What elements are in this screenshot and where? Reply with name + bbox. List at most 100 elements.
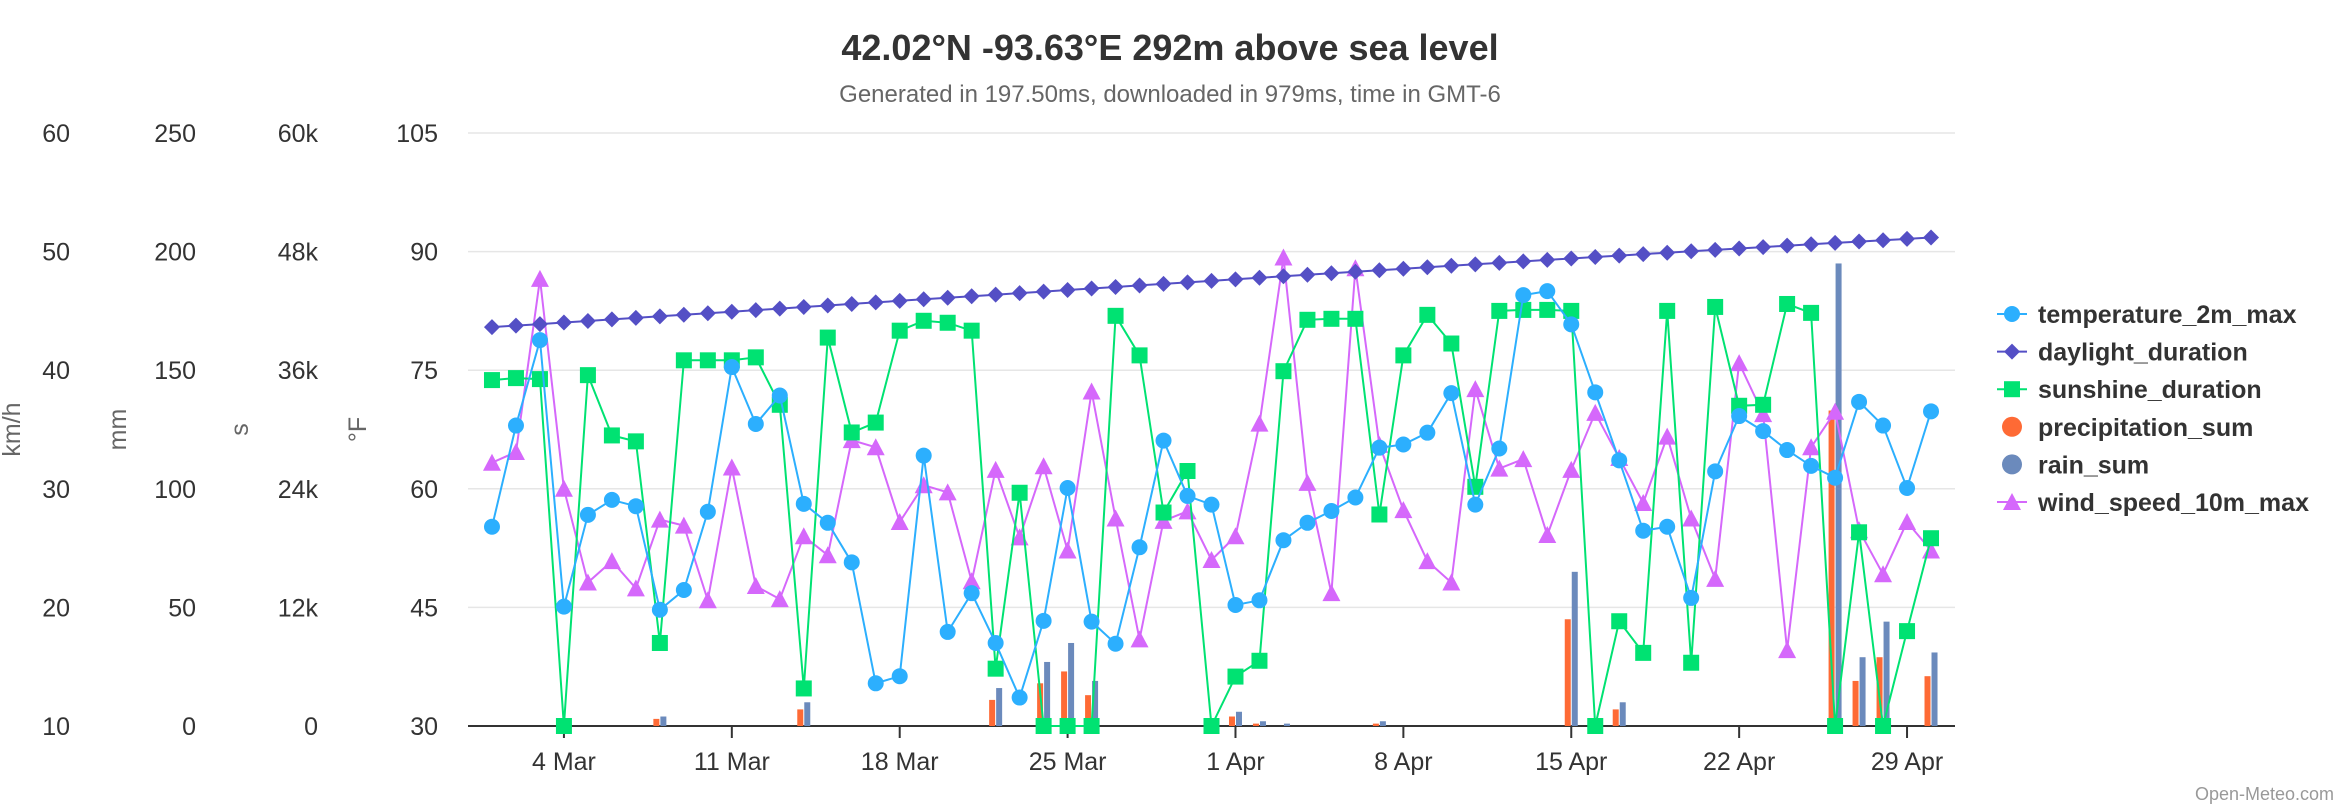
sunshine_duration-point[interactable] (1563, 302, 1580, 319)
wind_speed_10m_max-point[interactable] (602, 552, 621, 570)
temperature_2m_max-point[interactable] (987, 634, 1004, 651)
wind_speed_10m_max-point[interactable] (1178, 502, 1197, 520)
daylight_duration-point[interactable] (819, 297, 836, 314)
sunshine_duration-point[interactable] (699, 352, 716, 369)
temperature_2m_max-point[interactable] (1419, 424, 1436, 441)
temperature_2m_max-point[interactable] (603, 491, 620, 508)
rain_sum-bar[interactable] (1571, 571, 1578, 726)
wind_speed_10m_max-point[interactable] (698, 591, 717, 609)
sunshine_duration-point[interactable] (1203, 718, 1220, 734)
temperature_2m_max-point[interactable] (1827, 469, 1844, 486)
rain_sum-bar[interactable] (1235, 711, 1242, 726)
sunshine_duration-point[interactable] (843, 424, 860, 441)
wind_speed_10m_max-point[interactable] (1586, 403, 1605, 421)
sunshine_duration-point[interactable] (1107, 307, 1124, 324)
sunshine_duration-point[interactable] (891, 322, 908, 339)
sunshine_duration-point[interactable] (1275, 363, 1292, 380)
rain_sum-bar[interactable] (1068, 642, 1075, 726)
wind_speed_10m_max-point[interactable] (746, 577, 765, 595)
sunshine_duration-point[interactable] (1035, 718, 1052, 734)
temperature_2m_max-point[interactable] (1803, 457, 1820, 474)
wind_speed_10m_max-point[interactable] (1322, 584, 1341, 602)
wind_speed_10m_max-point[interactable] (1802, 438, 1821, 456)
sunshine_duration-point[interactable] (1443, 335, 1460, 352)
rain_sum-bar[interactable] (804, 702, 811, 726)
precipitation_sum-bar[interactable] (1612, 709, 1619, 726)
daylight_duration-point[interactable] (507, 317, 524, 334)
temperature_2m_max-point[interactable] (1611, 452, 1628, 469)
legend-item-wind_speed_10m_max[interactable]: wind_speed_10m_max (1997, 489, 2309, 517)
sunshine_duration-point[interactable] (603, 427, 620, 444)
daylight_duration-point[interactable] (1659, 244, 1676, 261)
precipitation_sum-bar[interactable] (1061, 671, 1068, 726)
temperature_2m_max-point[interactable] (1539, 283, 1556, 300)
temperature_2m_max-point[interactable] (747, 415, 764, 432)
sunshine_duration-point[interactable] (555, 718, 572, 734)
sunshine_duration-point[interactable] (1779, 295, 1796, 312)
temperature_2m_max-point[interactable] (1107, 635, 1124, 652)
wind_speed_10m_max-point[interactable] (1466, 380, 1485, 398)
daylight_duration-point[interactable] (1227, 271, 1244, 288)
temperature_2m_max-point[interactable] (795, 495, 812, 512)
precipitation_sum-bar[interactable] (989, 699, 996, 726)
temperature_2m_max-point[interactable] (1467, 496, 1484, 513)
daylight_duration-point[interactable] (1083, 280, 1100, 297)
daylight_duration-point[interactable] (1275, 268, 1292, 285)
wind_speed_10m_max-point[interactable] (530, 269, 549, 287)
precipitation_sum-bar[interactable] (653, 718, 660, 726)
daylight_duration-point[interactable] (1731, 240, 1748, 257)
sunshine_duration-point[interactable] (1707, 298, 1724, 315)
temperature_2m_max-point[interactable] (675, 582, 692, 599)
wind_speed_10m_max-point[interactable] (1826, 402, 1845, 420)
sunshine_duration-point[interactable] (1539, 301, 1556, 318)
rain_sum-bar[interactable] (1619, 702, 1626, 726)
sunshine_duration-point[interactable] (1803, 304, 1820, 321)
wind_speed_10m_max-point[interactable] (626, 579, 645, 597)
sunshine_duration-point[interactable] (627, 433, 644, 450)
wind_speed_10m_max-point[interactable] (1442, 573, 1461, 591)
wind_speed_10m_max-point[interactable] (986, 460, 1005, 478)
sunshine_duration-point[interactable] (675, 352, 692, 369)
sunshine_duration-point[interactable] (915, 312, 932, 329)
sunshine_duration-point[interactable] (1179, 463, 1196, 480)
daylight_duration-point[interactable] (1851, 233, 1868, 250)
sunshine_duration-point[interactable] (1827, 718, 1844, 734)
daylight_duration-point[interactable] (963, 288, 980, 305)
wind_speed_10m_max-point[interactable] (770, 590, 789, 608)
legend-item-sunshine_duration[interactable]: sunshine_duration (1997, 376, 2262, 404)
wind_speed_10m_max-point[interactable] (1130, 630, 1149, 648)
daylight_duration-point[interactable] (1131, 277, 1148, 294)
wind_speed_10m_max-point[interactable] (1778, 641, 1797, 659)
daylight_duration-point[interactable] (1587, 249, 1604, 266)
daylight_duration-point[interactable] (1755, 239, 1772, 256)
wind_speed_10m_max-point[interactable] (1106, 509, 1125, 527)
legend-item-precipitation_sum[interactable]: precipitation_sum (1997, 414, 2253, 442)
temperature_2m_max-point[interactable] (1203, 496, 1220, 513)
wind_speed_10m_max-point[interactable] (1634, 494, 1653, 512)
temperature_2m_max-point[interactable] (1587, 384, 1604, 401)
temperature_2m_max-point[interactable] (1347, 489, 1364, 506)
temperature_2m_max-point[interactable] (555, 598, 572, 615)
temperature_2m_max-point[interactable] (843, 554, 860, 571)
wind_speed_10m_max-point[interactable] (1754, 405, 1773, 423)
temperature_2m_max-point[interactable] (1251, 592, 1268, 609)
temperature_2m_max-point[interactable] (579, 506, 596, 523)
wind_speed_10m_max-point[interactable] (1490, 459, 1509, 477)
precipitation_sum-bar[interactable] (1228, 716, 1235, 726)
daylight_duration-point[interactable] (1803, 236, 1820, 253)
wind_speed_10m_max-point[interactable] (1874, 565, 1893, 583)
temperature_2m_max-point[interactable] (1179, 487, 1196, 504)
rain_sum-bar[interactable] (1883, 621, 1890, 726)
daylight_duration-point[interactable] (1899, 230, 1916, 247)
temperature_2m_max-point[interactable] (483, 518, 500, 535)
daylight_duration-point[interactable] (1011, 285, 1028, 302)
daylight_duration-point[interactable] (1707, 241, 1724, 258)
temperature_2m_max-point[interactable] (1275, 532, 1292, 549)
sunshine_duration-point[interactable] (1635, 644, 1652, 661)
daylight_duration-point[interactable] (555, 314, 572, 331)
rain_sum-bar[interactable] (1259, 721, 1266, 726)
wind_speed_10m_max-point[interactable] (914, 476, 933, 494)
temperature_2m_max-point[interactable] (1755, 423, 1772, 440)
sunshine_duration-point[interactable] (1395, 347, 1412, 364)
wind_speed_10m_max-point[interactable] (1562, 460, 1581, 478)
